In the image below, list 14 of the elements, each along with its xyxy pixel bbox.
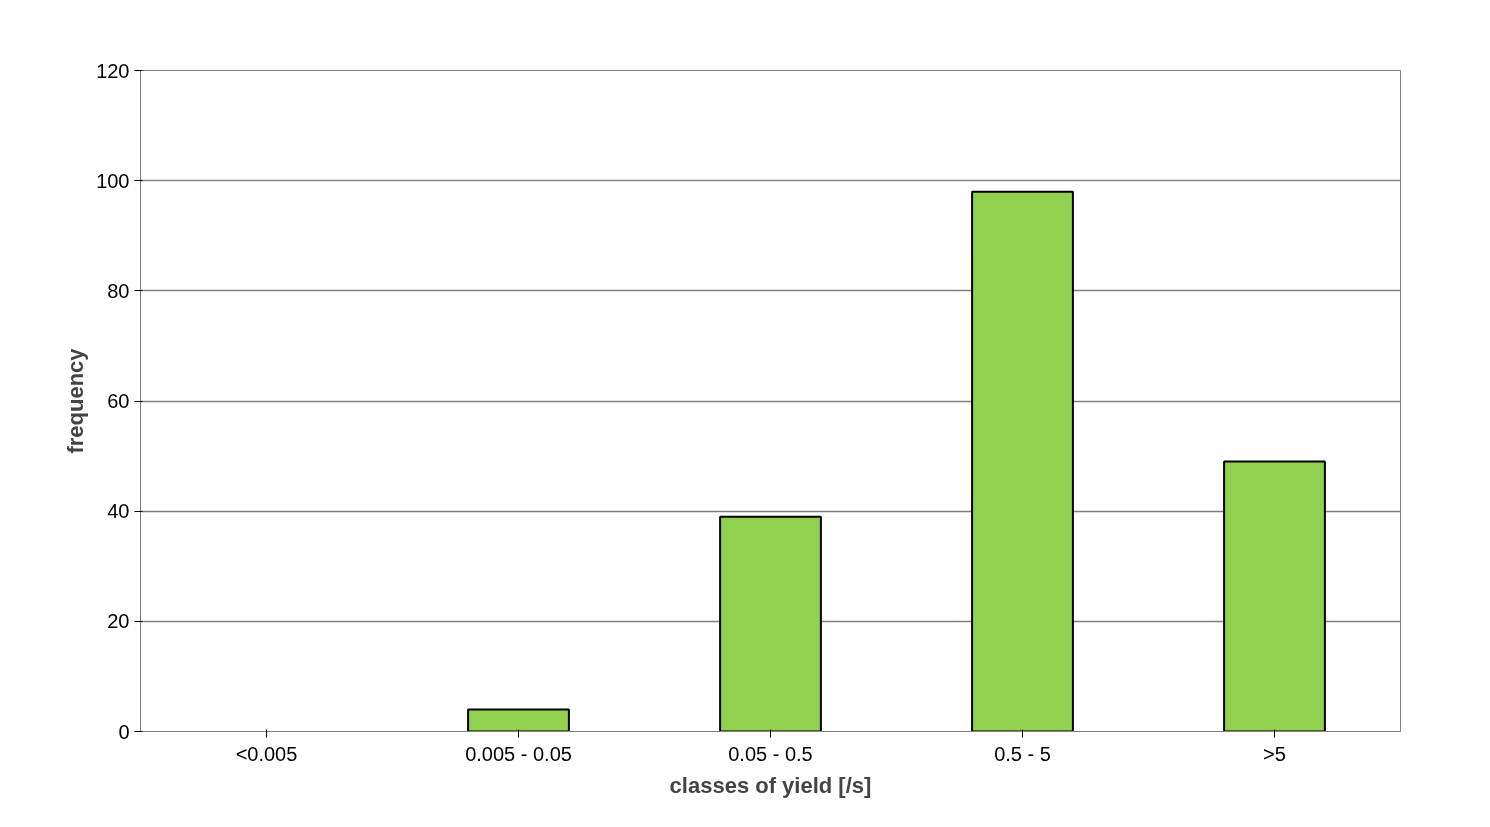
y-axis-title: frequency	[63, 347, 89, 454]
x-tick-label: >5	[1263, 742, 1286, 765]
x-tick-label: 0.5 - 5	[994, 742, 1051, 765]
x-tick-label: 0.05 - 0.5	[728, 742, 813, 765]
x-tick-label: <0.005	[235, 742, 298, 765]
y-tick-label: 20	[107, 610, 130, 633]
y-tick-label: 80	[107, 279, 130, 302]
y-tick-label: 60	[107, 390, 130, 412]
y-tick-label: 120	[96, 59, 130, 82]
y-tick-label: 100	[96, 169, 130, 192]
x-axis-title: classes of yield [/s]	[669, 772, 872, 798]
y-tick-label: 0	[118, 720, 130, 743]
x-tick-label: 0.005 - 0.05	[465, 742, 572, 765]
y-tick-label: 40	[107, 500, 130, 523]
